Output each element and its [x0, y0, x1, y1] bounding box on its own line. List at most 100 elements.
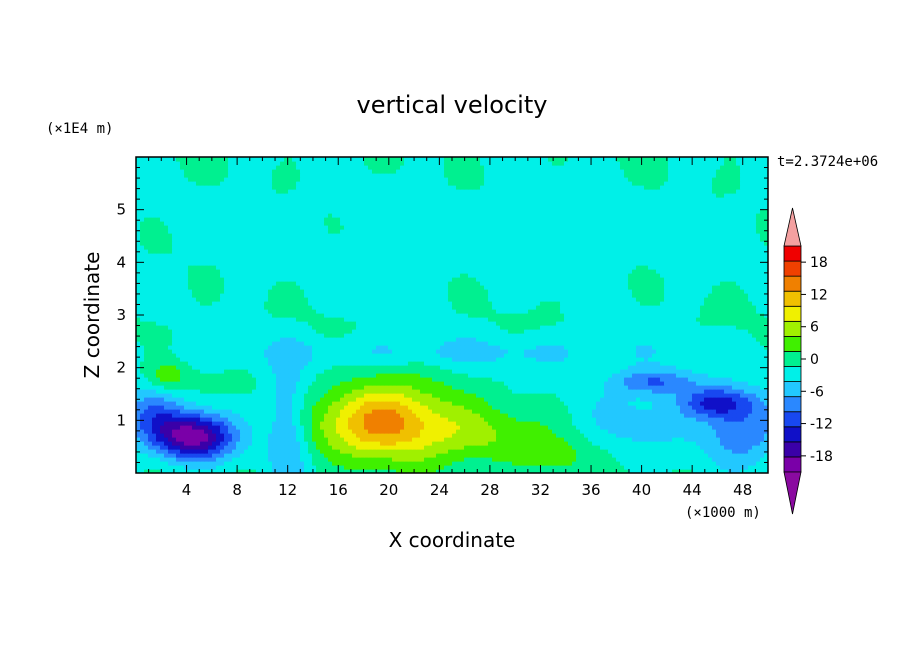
contour-cell	[704, 373, 709, 378]
contour-cell	[244, 453, 249, 458]
contour-cell	[740, 353, 745, 358]
contour-cell	[348, 373, 353, 378]
contour-cell	[148, 361, 153, 366]
contour-cell	[468, 349, 473, 354]
contour-cell	[684, 361, 689, 366]
contour-cell	[552, 405, 557, 410]
contour-cell	[656, 457, 661, 462]
contour-cell	[520, 397, 525, 402]
contour-cell	[312, 445, 317, 450]
contour-cell	[152, 365, 157, 370]
contour-cell	[156, 429, 161, 434]
contour-cell	[184, 421, 189, 426]
contour-cell	[704, 393, 709, 398]
contour-cell	[296, 417, 301, 422]
contour-cell	[720, 449, 725, 454]
contour-cell	[336, 349, 341, 354]
contour-cell	[192, 433, 197, 438]
contour-cell	[224, 413, 229, 418]
contour-cell	[156, 441, 161, 446]
contour-cell	[276, 417, 281, 422]
contour-cell	[500, 385, 505, 390]
contour-cell	[420, 417, 425, 422]
contour-cell	[648, 413, 653, 418]
contour-cell	[376, 349, 381, 354]
contour-cell	[480, 389, 485, 394]
contour-cell	[548, 397, 553, 402]
contour-cell	[136, 393, 141, 398]
contour-cell	[400, 397, 405, 402]
contour-cell	[472, 345, 477, 350]
contour-cell	[268, 365, 273, 370]
contour-cell	[540, 381, 545, 386]
contour-cell	[208, 421, 213, 426]
contour-cell	[152, 361, 157, 366]
contour-cell	[440, 353, 445, 358]
contour-cell	[744, 425, 749, 430]
contour-cell	[416, 425, 421, 430]
contour-cell	[464, 405, 469, 410]
contour-cell	[580, 405, 585, 410]
contour-cell	[600, 413, 605, 418]
contour-cell	[260, 389, 265, 394]
contour-cell	[212, 373, 217, 378]
contour-cell	[444, 397, 449, 402]
contour-cell	[740, 385, 745, 390]
contour-cell	[280, 413, 285, 418]
contour-cell	[332, 345, 337, 350]
contour-cell	[764, 369, 768, 374]
contour-cell	[312, 413, 317, 418]
contour-cell	[544, 413, 549, 418]
contour-cell	[724, 361, 729, 366]
contour-cell	[528, 405, 533, 410]
contour-cell	[448, 437, 453, 442]
contour-cell	[368, 453, 373, 458]
contour-cell	[224, 357, 229, 362]
contour-cell	[496, 405, 501, 410]
contour-cell	[572, 401, 577, 406]
contour-cell	[216, 349, 221, 354]
contour-cell	[520, 405, 525, 410]
contour-cell	[480, 457, 485, 462]
contour-cell	[408, 349, 413, 354]
contour-cell	[428, 401, 433, 406]
contour-cell	[192, 405, 197, 410]
contour-cell	[592, 397, 597, 402]
contour-cell	[532, 425, 537, 430]
contour-cell	[480, 449, 485, 454]
contour-cell	[512, 469, 517, 473]
contour-cell	[468, 345, 473, 350]
contour-cell	[452, 421, 457, 426]
contour-cell	[564, 349, 569, 354]
contour-cell	[444, 401, 449, 406]
contour-cell	[552, 365, 557, 370]
contour-cell	[480, 441, 485, 446]
contour-cell	[408, 449, 413, 454]
contour-cell	[476, 365, 481, 370]
contour-cell	[760, 349, 765, 354]
contour-cell	[600, 453, 605, 458]
contour-cell	[732, 461, 737, 466]
contour-cell	[600, 369, 605, 374]
contour-cell	[672, 433, 677, 438]
contour-cell	[232, 397, 237, 402]
contour-cell	[224, 381, 229, 386]
contour-cell	[316, 377, 321, 382]
contour-cell	[656, 453, 661, 458]
contour-cell	[176, 441, 181, 446]
contour-cell	[508, 461, 513, 466]
contour-cell	[340, 397, 345, 402]
contour-cell	[660, 453, 665, 458]
contour-cell	[436, 433, 441, 438]
contour-cell	[680, 397, 685, 402]
contour-cell	[620, 457, 625, 462]
contour-cell	[416, 413, 421, 418]
contour-cell	[720, 469, 725, 473]
contour-cell	[624, 429, 629, 434]
contour-cell	[524, 353, 529, 358]
contour-cell	[320, 433, 325, 438]
contour-cell	[156, 373, 161, 378]
contour-cell	[472, 409, 477, 414]
contour-cell	[700, 357, 705, 362]
contour-cell	[724, 417, 729, 422]
